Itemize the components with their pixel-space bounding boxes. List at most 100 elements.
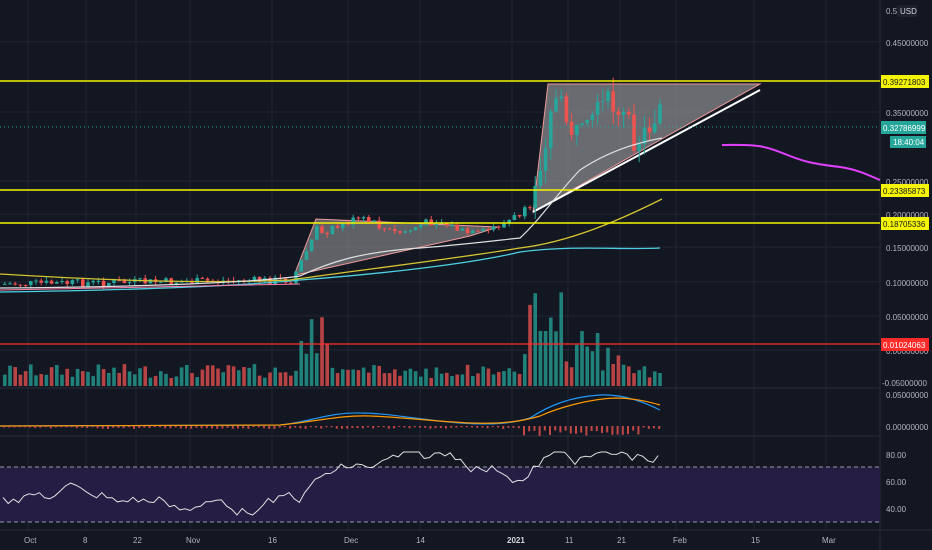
macd-hist-bar-26 [138, 426, 141, 429]
volume-bar-20 [107, 372, 111, 386]
macd-hist-bar-31 [164, 426, 167, 429]
volume-bar-28 [148, 377, 153, 386]
candle-body-73 [382, 228, 387, 230]
price-tick-6: 0.10000000 [886, 279, 929, 288]
candle-body-60 [315, 226, 319, 240]
candle-body-56 [294, 271, 298, 284]
volume-bar-103 [538, 330, 543, 386]
time-tick-12: Mar [822, 536, 836, 545]
rsi-tick-0: 80.00 [886, 451, 907, 460]
macd-hist-bar-47 [247, 426, 250, 429]
volume-bar-108 [564, 361, 569, 386]
badge-countdown-text: 18:40:04 [893, 138, 925, 147]
volume-bar-16 [86, 371, 90, 386]
candle-body-85 [445, 222, 449, 225]
macd-hist-bar-91 [476, 426, 479, 428]
rising-trendline[interactable] [532, 89, 761, 213]
candle-body-49 [257, 276, 262, 282]
candle-body-90 [471, 230, 475, 234]
candle-body-77 [403, 231, 407, 233]
macd-hist-bar-66 [346, 426, 349, 429]
badge-support-low[interactable] [881, 217, 929, 230]
macd-hist-bar-13 [70, 426, 73, 428]
volume-bar-72 [377, 365, 381, 386]
volume-bar-93 [486, 368, 491, 386]
macd-hist-bar-81 [424, 426, 427, 428]
candle-body-36 [190, 281, 194, 284]
badge-countdown[interactable] [890, 136, 926, 148]
macd-hist-bar-9 [49, 426, 52, 429]
badge-current-price[interactable] [881, 121, 926, 134]
macd-hist-bar-112 [585, 426, 588, 436]
volume-bar-26 [138, 368, 142, 386]
ascending-triangle-2[interactable] [532, 83, 762, 213]
projection-path[interactable] [721, 143, 881, 181]
candle-body-57 [299, 259, 303, 272]
badge-support-mid[interactable] [881, 184, 929, 197]
volume-bar-112 [585, 346, 589, 386]
volume-bar-48 [252, 364, 257, 386]
volume-bar-98 [512, 371, 517, 386]
candle-body-93 [486, 229, 491, 231]
macd-hist-bar-25 [133, 426, 135, 429]
volume-bar-30 [159, 371, 163, 386]
macd-hist-bar-96 [502, 426, 505, 429]
volume-bar-71 [372, 365, 376, 386]
macd-hist-bar-116 [606, 426, 609, 433]
macd-hist-bar-50 [263, 426, 265, 429]
candle-body-91 [476, 230, 480, 232]
candle-body-10 [55, 282, 59, 284]
macd-hist-bar-55 [289, 426, 291, 429]
candle-body-18 [96, 280, 101, 282]
price-tick-8: 0.00000000 [886, 347, 929, 356]
candle-body-92 [481, 229, 485, 231]
candle-body-17 [91, 280, 95, 283]
candle-body-28 [148, 279, 153, 284]
macd-hist-bar-98 [512, 426, 515, 428]
volume-bar-118 [616, 355, 621, 386]
volume-bar-104 [543, 331, 548, 386]
candle-body-7 [39, 280, 43, 283]
candle-body-103 [538, 170, 543, 186]
macd-hist-bar-40 [211, 426, 213, 429]
macd-hist-bar-77 [403, 426, 406, 428]
macd-hist-bar-117 [611, 426, 614, 435]
macd-hist-bar-71 [372, 426, 375, 429]
candle-body-65 [341, 223, 345, 228]
macd-hist-bar-123 [642, 426, 645, 428]
ma-100 [0, 198, 663, 283]
candle-body-15 [81, 279, 85, 287]
candle-body-80 [419, 224, 423, 228]
macd-hist-bar-49 [257, 426, 260, 428]
badge-volume-level[interactable] [881, 338, 929, 351]
macd-hist-bar-111 [580, 426, 583, 433]
candle-body-21 [112, 280, 116, 283]
volume-bar-102 [533, 293, 537, 386]
volume-bar-125 [653, 371, 657, 386]
currency-badge[interactable] [897, 5, 917, 17]
volume-bar-14 [75, 368, 80, 386]
candle-body-98 [512, 215, 517, 220]
volume-bar-109 [569, 367, 574, 386]
candle-body-101 [528, 207, 532, 209]
time-tick-5: Dec [344, 536, 358, 545]
volume-bar-90 [471, 375, 475, 386]
macd-hist-bar-54 [283, 426, 286, 428]
volume-bar-120 [627, 366, 631, 386]
candle-body-34 [179, 281, 184, 283]
macd-hist-bar-24 [127, 426, 130, 428]
volume-bar-74 [387, 373, 392, 386]
badge-resistance-top[interactable] [881, 75, 929, 88]
macd-hist-bar-65 [341, 426, 343, 429]
macd-hist-bar-17 [91, 426, 94, 428]
macd-hist-bar-118 [616, 426, 619, 435]
volume-bar-54 [283, 372, 288, 386]
macd-hist-bar-94 [491, 426, 494, 428]
time-tick-2: 22 [133, 536, 142, 545]
badge-current-price-text: 0.32786999 [883, 124, 926, 133]
candle-body-76 [398, 231, 402, 233]
badge-volume-level-text: 0.01024063 [883, 341, 926, 350]
volume-bar-87 [455, 374, 459, 386]
